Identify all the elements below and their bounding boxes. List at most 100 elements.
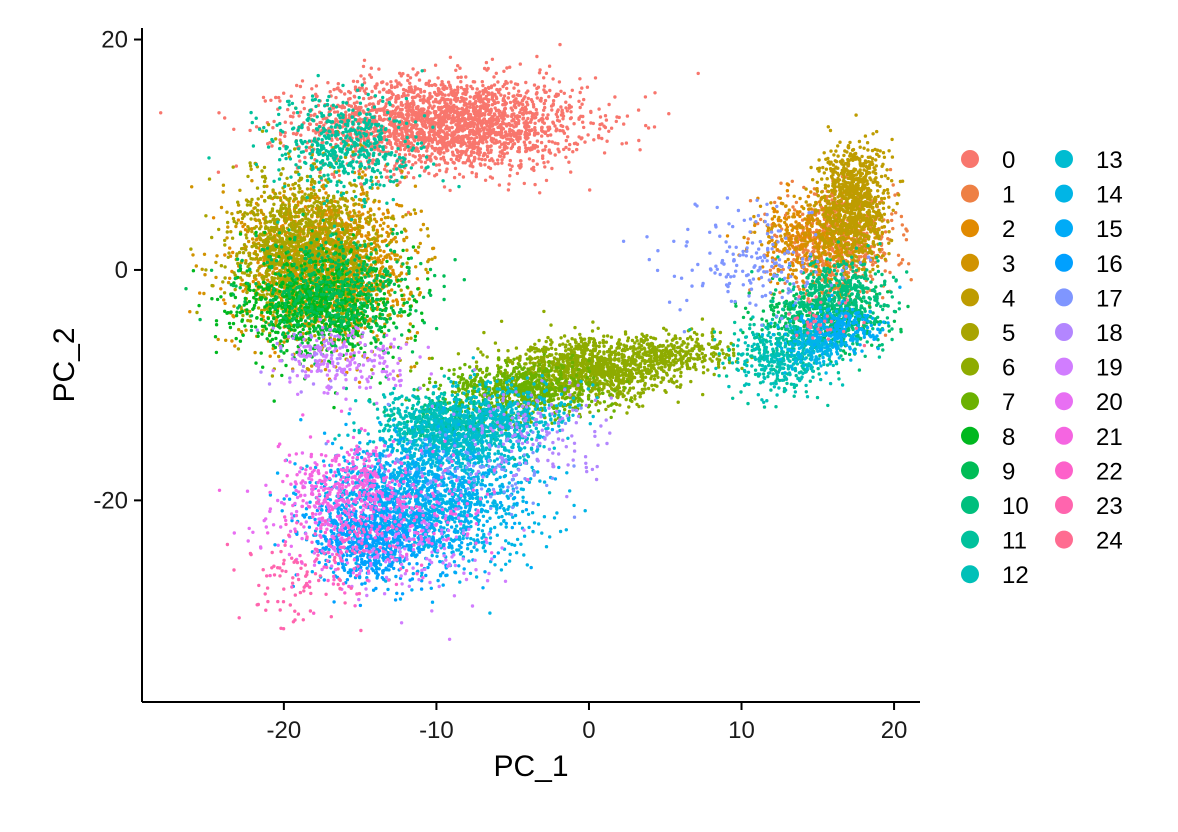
data-point bbox=[428, 133, 432, 137]
data-point bbox=[485, 154, 490, 159]
data-point bbox=[378, 248, 382, 253]
data-point bbox=[423, 160, 428, 165]
data-point bbox=[768, 268, 773, 272]
data-point bbox=[361, 170, 365, 174]
data-point bbox=[303, 155, 307, 160]
data-point bbox=[469, 153, 473, 157]
data-point bbox=[226, 225, 230, 229]
data-point bbox=[759, 217, 763, 222]
data-point bbox=[194, 264, 198, 268]
data-point bbox=[528, 140, 532, 145]
data-point bbox=[349, 228, 353, 233]
data-point bbox=[439, 111, 443, 115]
data-point bbox=[799, 243, 804, 247]
data-point bbox=[863, 253, 868, 257]
data-point bbox=[437, 163, 441, 167]
data-point bbox=[786, 183, 791, 187]
data-point bbox=[459, 150, 463, 154]
data-point bbox=[549, 104, 554, 108]
data-point bbox=[532, 112, 537, 117]
data-point bbox=[219, 287, 223, 291]
data-point bbox=[383, 135, 387, 139]
data-point bbox=[468, 164, 472, 168]
data-point bbox=[368, 102, 372, 106]
data-point bbox=[543, 105, 547, 110]
data-point bbox=[361, 96, 366, 101]
data-point bbox=[456, 150, 460, 155]
data-point bbox=[795, 210, 799, 214]
data-point bbox=[486, 100, 491, 104]
data-point bbox=[475, 151, 479, 155]
data-point bbox=[393, 85, 397, 90]
data-point bbox=[607, 129, 611, 133]
data-point bbox=[597, 107, 601, 111]
data-point bbox=[518, 159, 523, 163]
data-point bbox=[239, 330, 244, 334]
data-point bbox=[801, 279, 805, 283]
data-point bbox=[487, 86, 491, 91]
data-point bbox=[454, 68, 458, 73]
data-point bbox=[310, 87, 314, 91]
data-point bbox=[804, 248, 808, 252]
data-point bbox=[297, 114, 301, 118]
data-point bbox=[518, 135, 522, 139]
data-point bbox=[397, 152, 402, 157]
data-point bbox=[557, 150, 561, 154]
data-point bbox=[459, 153, 463, 157]
data-point bbox=[440, 80, 444, 84]
data-point bbox=[520, 112, 525, 116]
data-point bbox=[228, 246, 232, 250]
data-point bbox=[517, 89, 521, 93]
data-point bbox=[332, 87, 336, 92]
data-point bbox=[399, 100, 403, 105]
data-point bbox=[541, 156, 545, 160]
data-point bbox=[456, 63, 460, 68]
data-point bbox=[190, 185, 194, 189]
data-point bbox=[215, 254, 219, 258]
data-point bbox=[457, 172, 462, 176]
data-point bbox=[528, 110, 533, 114]
data-point bbox=[354, 149, 358, 153]
data-point bbox=[568, 142, 572, 147]
data-point bbox=[523, 95, 527, 99]
data-point bbox=[569, 116, 573, 120]
data-point bbox=[485, 122, 489, 127]
data-point bbox=[481, 112, 485, 116]
data-point bbox=[247, 239, 251, 244]
data-point bbox=[368, 73, 372, 77]
data-point bbox=[417, 127, 421, 131]
data-point bbox=[433, 99, 438, 104]
data-point bbox=[427, 138, 431, 143]
data-point bbox=[419, 228, 423, 232]
data-point bbox=[452, 175, 457, 180]
data-point bbox=[444, 146, 448, 151]
data-point bbox=[436, 86, 440, 91]
data-point bbox=[521, 117, 525, 121]
data-point bbox=[479, 135, 483, 139]
data-point bbox=[385, 141, 390, 146]
data-point bbox=[447, 128, 452, 132]
data-point bbox=[485, 148, 490, 152]
data-point bbox=[540, 134, 544, 138]
data-point bbox=[474, 172, 479, 176]
data-point bbox=[324, 191, 328, 195]
data-point bbox=[159, 111, 163, 115]
data-point bbox=[667, 112, 671, 116]
data-point bbox=[609, 126, 614, 130]
data-point bbox=[455, 130, 459, 134]
data-point bbox=[406, 78, 410, 83]
data-point bbox=[385, 169, 389, 173]
data-point bbox=[361, 64, 366, 69]
data-point bbox=[433, 138, 438, 142]
data-point bbox=[475, 113, 479, 117]
data-point bbox=[191, 253, 195, 257]
data-point bbox=[373, 85, 377, 89]
data-point bbox=[406, 73, 410, 78]
data-point bbox=[362, 58, 367, 62]
data-point bbox=[457, 140, 462, 145]
data-point bbox=[450, 140, 454, 145]
data-point bbox=[367, 96, 371, 101]
data-point bbox=[270, 144, 274, 148]
data-point bbox=[396, 314, 400, 318]
data-point bbox=[536, 149, 540, 154]
